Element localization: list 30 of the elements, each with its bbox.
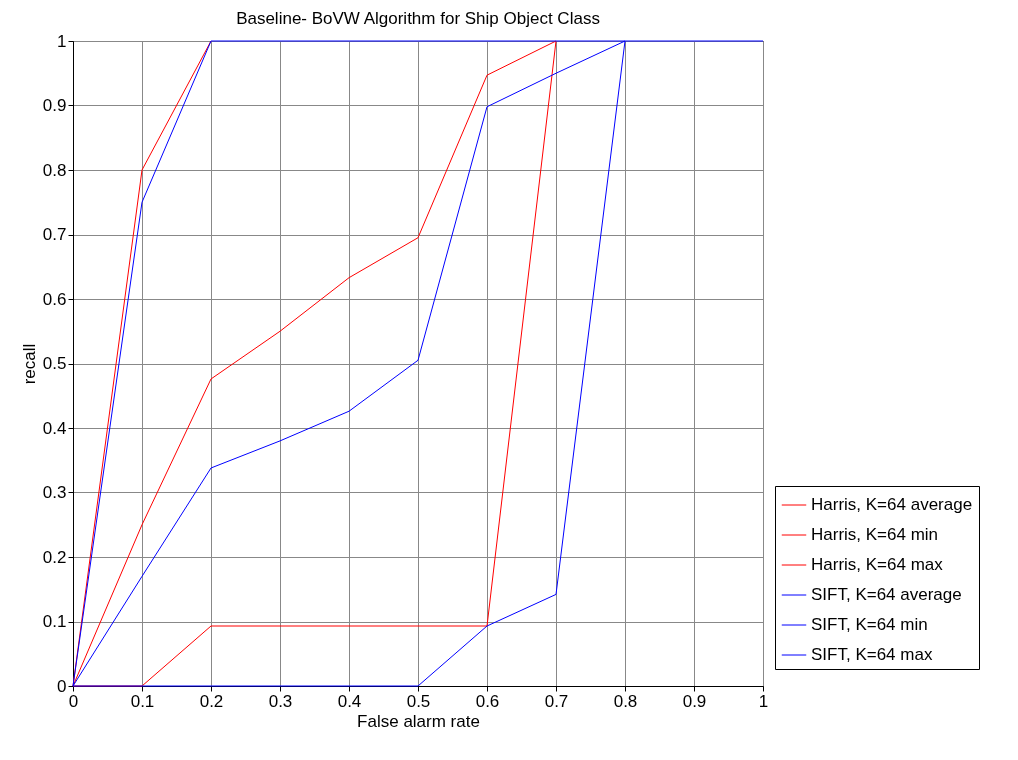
x-tick-label: 0.7 — [544, 691, 569, 711]
y-tick-label: 0.2 — [42, 547, 67, 567]
x-tick-label: 0.5 — [406, 691, 431, 711]
y-axis-title: recall — [19, 343, 39, 385]
y-tick-label: 0.1 — [42, 612, 67, 631]
x-tick-label: 0.2 — [199, 691, 224, 711]
x-tick-label: 1 — [758, 691, 769, 711]
y-tick-label: 1 — [57, 31, 67, 51]
legend-label: SIFT, K=64 max — [811, 645, 933, 664]
legend-label: Harris, K=64 max — [811, 555, 944, 574]
x-tick-label: 0.3 — [268, 691, 293, 711]
x-axis-title: False alarm rate — [357, 711, 480, 731]
x-tick-label: 0.8 — [613, 691, 638, 711]
x-tick-label: 0.9 — [682, 691, 707, 711]
chart-title: Baseline- BoVW Algorithm for Ship Object Class — [236, 9, 600, 28]
x-tick-label: 0.6 — [475, 691, 500, 711]
x-tick-label: 0.1 — [130, 691, 155, 711]
legend-label: SIFT, K=64 min — [811, 615, 928, 634]
legend-label: SIFT, K=64 average — [811, 585, 962, 604]
y-tick-label: 0.4 — [42, 418, 67, 438]
y-tick-label: 0.3 — [42, 483, 67, 502]
legend-label: Harris, K=64 min — [811, 525, 939, 544]
y-tick-label: 0.5 — [42, 354, 67, 373]
y-tick-label: 0.7 — [42, 225, 67, 244]
y-tick-label: 0.9 — [42, 96, 67, 115]
y-tick-label: 0.8 — [42, 160, 67, 180]
y-tick-label: 0.6 — [42, 289, 67, 309]
y-tick-label: 0 — [57, 676, 67, 696]
legend-label: Harris, K=64 average — [811, 495, 973, 514]
x-tick-label: 0.4 — [337, 691, 362, 711]
